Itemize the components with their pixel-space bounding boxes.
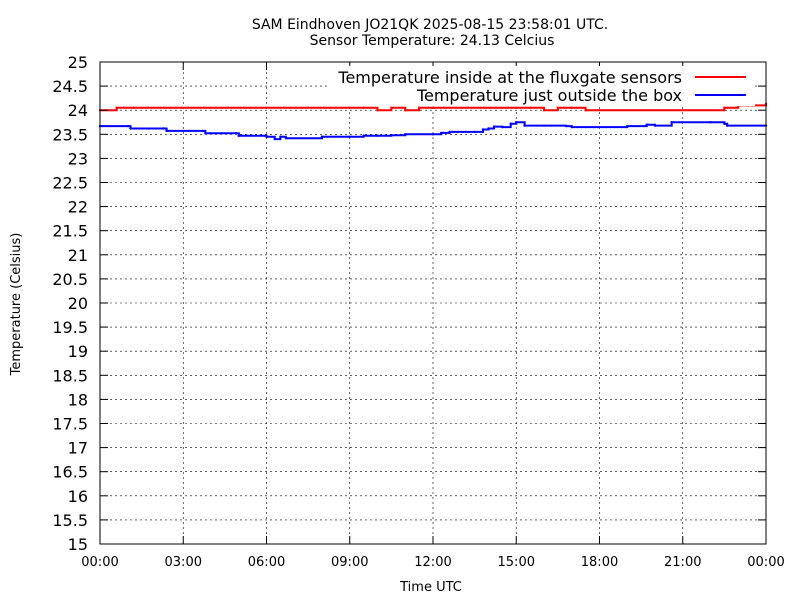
y-tick-label: 17 [68,439,88,458]
x-tick-label: 03:00 [165,555,202,570]
legend: Temperature inside at the fluxgate senso… [330,66,755,106]
y-tick-label: 16 [68,487,88,506]
data-point-outside [487,127,490,130]
y-tick-label: 25 [68,53,88,72]
y-tick-label: 19 [68,342,88,361]
data-point-outside [723,122,726,125]
x-tick-label: 00:00 [81,555,118,570]
data-point-outside [404,133,407,136]
x-tick-label: 06:00 [248,555,285,570]
data-point-inside [376,109,379,112]
data-point-outside [126,124,129,128]
y-tick-label: 21.5 [52,222,88,241]
data-point-inside [431,106,435,110]
data-point-inside [723,106,726,110]
data-point-outside [273,137,276,141]
y-axis-label: Temperature (Celsius) [9,233,24,377]
data-point-outside [709,121,712,124]
data-point-outside [481,128,485,131]
y-tick-label: 21 [68,246,88,265]
legend-backdrop [330,66,755,106]
y-tick-label: 17.5 [52,415,88,434]
legend-label-outside: Temperature just outside the box [416,86,682,105]
y-tick-label: 18.5 [52,366,88,385]
y-tick-label: 23 [68,149,88,168]
y-tick-label: 18 [68,390,88,409]
data-point-outside [320,135,324,138]
data-point-inside [556,106,560,110]
data-point-inside [404,109,407,112]
data-point-inside [132,106,135,110]
x-tick-label: 18:00 [581,555,618,570]
data-point-outside [265,135,268,138]
data-point-outside [501,125,504,129]
data-point-outside [440,131,443,135]
x-tick-label: 15:00 [498,555,535,570]
data-point-outside [431,133,435,136]
y-tick-label: 20 [68,294,88,313]
data-point-outside [284,137,288,140]
y-tick-label: 23.5 [52,125,88,144]
legend-label-inside: Temperature inside at the fluxgate senso… [337,68,682,87]
data-point-inside [115,106,118,110]
series-lines [98,102,768,141]
data-point-outside [129,127,132,130]
y-tick-label: 15.5 [52,511,88,530]
y-tick-label: 19.5 [52,318,88,337]
data-point-outside [165,129,168,133]
y-tick-label: 24.5 [52,77,88,96]
data-point-outside [234,132,238,135]
data-point-outside [492,125,496,128]
data-point-outside [570,125,573,129]
chart-title: SAM Eindhoven JO21QK 2025-08-15 23:58:01… [252,17,608,33]
y-tick-label: 22 [68,198,88,217]
y-tick-label: 16.5 [52,463,88,482]
y-tick-label: 15 [68,535,88,554]
x-tick-label: 21:00 [664,555,701,570]
data-point-outside [473,130,476,134]
x-tick-label: 00:00 [747,555,784,570]
data-point-inside [584,109,587,112]
data-point-outside [162,127,165,130]
x-tick-label: 12:00 [414,555,451,570]
x-axis-label: Time UTC [399,580,462,595]
data-point-outside [653,124,657,127]
data-point-outside [204,132,207,135]
x-tick-label: 09:00 [331,555,368,570]
data-point-outside [362,134,365,137]
data-point-inside [570,106,573,110]
data-point-outside [509,122,512,125]
axis-ticks: 15 15.5 16 16.5 17 17.5 18 18.5 19 19.5 20 20.5 21 21… [52,53,784,570]
data-point-inside [528,106,532,110]
y-tick-label: 24 [68,101,88,120]
data-point-outside [626,124,629,128]
data-point-outside [237,134,240,137]
data-point-inside [362,106,365,110]
data-point-outside [515,121,518,124]
data-point-outside [201,129,204,133]
data-point-outside [670,121,673,124]
data-point-inside [542,109,546,112]
data-point-inside [417,106,421,110]
data-point-outside [645,123,648,126]
data-point-outside [279,135,282,138]
data-point-outside [565,124,568,128]
data-point-outside [348,135,351,138]
data-point-outside [448,130,451,134]
data-point-outside [542,124,546,127]
data-point-outside [523,124,526,127]
data-point-inside [390,106,393,110]
y-tick-label: 22.5 [52,174,88,193]
data-point-outside [390,134,393,137]
data-point-outside [726,124,729,127]
data-point-outside [376,134,379,137]
y-tick-label: 20.5 [52,270,88,289]
chart-subtitle: Sensor Temperature: 24.13 Celcius [310,33,555,49]
